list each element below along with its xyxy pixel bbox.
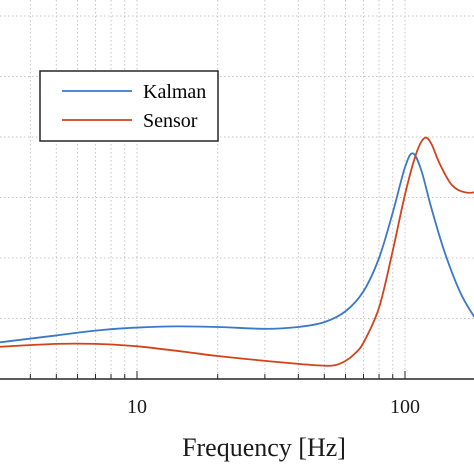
series-layer (0, 136, 474, 367)
grid-layer (0, 0, 474, 379)
x-tick-label: 100 (390, 396, 420, 418)
legend-box (39, 70, 219, 142)
series-line-sensor (0, 136, 474, 367)
tick-layer: 10 100 (29, 371, 420, 418)
x-axis-title: Frequency [Hz] (182, 433, 346, 462)
x-tick-label: 10 (127, 396, 147, 418)
series-line-kalman (0, 152, 474, 344)
legend-label-sensor: Sensor (143, 110, 198, 132)
legend-label-kalman: Kalman (143, 81, 206, 103)
legend: Kalman Sensor (39, 70, 219, 142)
